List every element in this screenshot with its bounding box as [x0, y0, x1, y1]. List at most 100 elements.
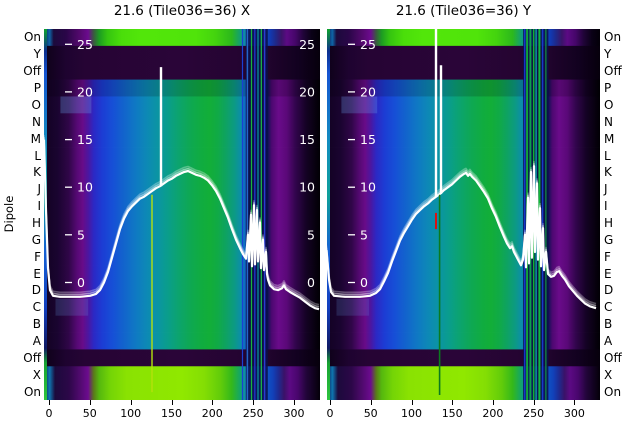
dipole-label-right: L — [604, 148, 611, 163]
dipole-label-left: Y — [33, 47, 41, 62]
x-tick-label: 50 — [82, 407, 97, 420]
dipole-label-left: J — [37, 182, 41, 197]
x-tick-mark — [130, 400, 132, 405]
amp-tick-label: 0 — [360, 275, 368, 290]
heatmap-rows: 25 20 15 10 5 0 — [327, 29, 600, 400]
dipole-row — [44, 265, 320, 283]
x-tick-mark — [452, 400, 454, 405]
dipole-row — [44, 248, 320, 266]
x-tick-mark — [212, 400, 214, 405]
dipole-row — [327, 349, 600, 367]
panel-x-title: 21.6 (Tile036=36) X — [113, 3, 251, 19]
x-tick-mark — [411, 400, 413, 405]
x-tick-label: 250 — [242, 407, 264, 420]
dipole-label-right: P — [604, 81, 612, 95]
x-tick-mark — [171, 400, 173, 405]
amp-tick-label: 20 — [360, 84, 376, 99]
row-shade-patch — [336, 298, 370, 316]
amp-tick-label-right: 0 — [307, 275, 315, 290]
x-tick-mark — [574, 400, 576, 405]
x-tick-label: 0 — [326, 407, 334, 420]
dipole-row — [327, 383, 600, 400]
x-tick-label: 150 — [441, 407, 463, 420]
dipole-label-right: H — [604, 215, 614, 230]
dipole-label-right: O — [604, 97, 614, 112]
dipole-label-left: B — [32, 317, 41, 332]
amp-tick-label-right: 15 — [299, 132, 315, 147]
dipole-label-right: Y — [604, 47, 612, 62]
x-tick-mark — [49, 400, 50, 405]
dipole-label-left: A — [32, 334, 41, 348]
row-shade-patch — [55, 298, 89, 316]
x-tick-label: 200 — [201, 407, 223, 420]
amp-tick-label: 0 — [77, 275, 85, 290]
dipole-label-left: N — [32, 114, 41, 129]
dipole-label-left: M — [30, 131, 41, 146]
panel-y-title: 21.6 (Tile036=36) Y — [395, 3, 532, 19]
dipole-label-right: Off — [604, 64, 622, 79]
dipole-label-left: On — [23, 30, 41, 45]
dipole-row — [44, 315, 320, 333]
x-tick-label: 0 — [45, 407, 53, 420]
dipole-row — [44, 231, 320, 249]
dipole-row — [327, 366, 600, 384]
dipole-label-right: I — [604, 199, 608, 214]
amp-tick-label: 25 — [77, 37, 93, 52]
amp-tick-label-right: 5 — [307, 227, 315, 242]
x-tick-mark — [370, 400, 372, 405]
dipole-row — [327, 332, 600, 350]
dipole-label-right: N — [604, 114, 613, 129]
dipole-label-right: On — [604, 30, 622, 45]
dipole-label-right: M — [604, 131, 615, 146]
dipole-label-right: On — [604, 384, 622, 399]
dipole-row — [44, 214, 320, 232]
dipole-label-left: Off — [23, 350, 41, 365]
heatmap-panel-x: 25 25 20 20 15 15 10 10 5 5 0 0 — [44, 29, 320, 400]
x-tick-label: 100 — [401, 407, 422, 420]
dipole-label-right: B — [604, 317, 613, 332]
bandpass-line — [44, 139, 320, 311]
dipole-label-left: F — [34, 249, 41, 264]
dipole-label-right: J — [604, 182, 608, 197]
dipole-label-left: P — [33, 81, 41, 95]
x-tick-mark — [330, 400, 331, 405]
dipole-label-left: L — [34, 148, 41, 163]
x-tick-label: 300 — [563, 407, 585, 420]
dipole-label-left: O — [31, 97, 41, 112]
amp-tick-label: 25 — [360, 37, 376, 52]
dipole-row — [327, 248, 600, 266]
amp-tick-label: 5 — [77, 227, 85, 242]
dipole-label-right: F — [604, 249, 611, 264]
dipole-row — [44, 62, 320, 80]
edge-channel-strip — [327, 29, 330, 400]
dipole-label-left: E — [33, 266, 41, 281]
dipole-label-right: A — [604, 334, 613, 348]
dipole-label-right: K — [604, 165, 612, 180]
x-tick-label: 50 — [363, 407, 378, 420]
dipole-row — [44, 197, 320, 215]
dipole-label-right: C — [604, 300, 613, 315]
amp-tick-label: 20 — [77, 84, 93, 99]
dipole-label-right: X — [604, 367, 613, 382]
dipole-row — [44, 147, 320, 165]
dipole-label-right: Off — [604, 350, 622, 365]
dipole-label-right: E — [604, 266, 612, 281]
dipole-label-left: I — [37, 199, 41, 214]
x-tick-mark — [533, 400, 535, 405]
amp-tick-label: 10 — [360, 180, 376, 195]
dipole-label-left: On — [23, 384, 41, 399]
amp-tick-label: 5 — [360, 227, 368, 242]
x-tick-label: 250 — [523, 407, 545, 420]
dipole-label-left: D — [31, 283, 41, 298]
dipole-label-left: H — [31, 215, 41, 230]
dipole-label-left: C — [32, 300, 41, 315]
dipole-label-left: X — [32, 367, 41, 382]
dipole-label-left: G — [31, 232, 41, 247]
heatmap-rows: 25 25 20 20 15 15 10 10 5 5 0 0 — [44, 29, 320, 400]
dipole-label-left: K — [33, 165, 41, 180]
x-tick-label: 150 — [161, 407, 182, 420]
dipole-row — [327, 62, 600, 80]
row-shade-patch — [60, 96, 92, 114]
amp-tick-label: 10 — [77, 180, 93, 195]
